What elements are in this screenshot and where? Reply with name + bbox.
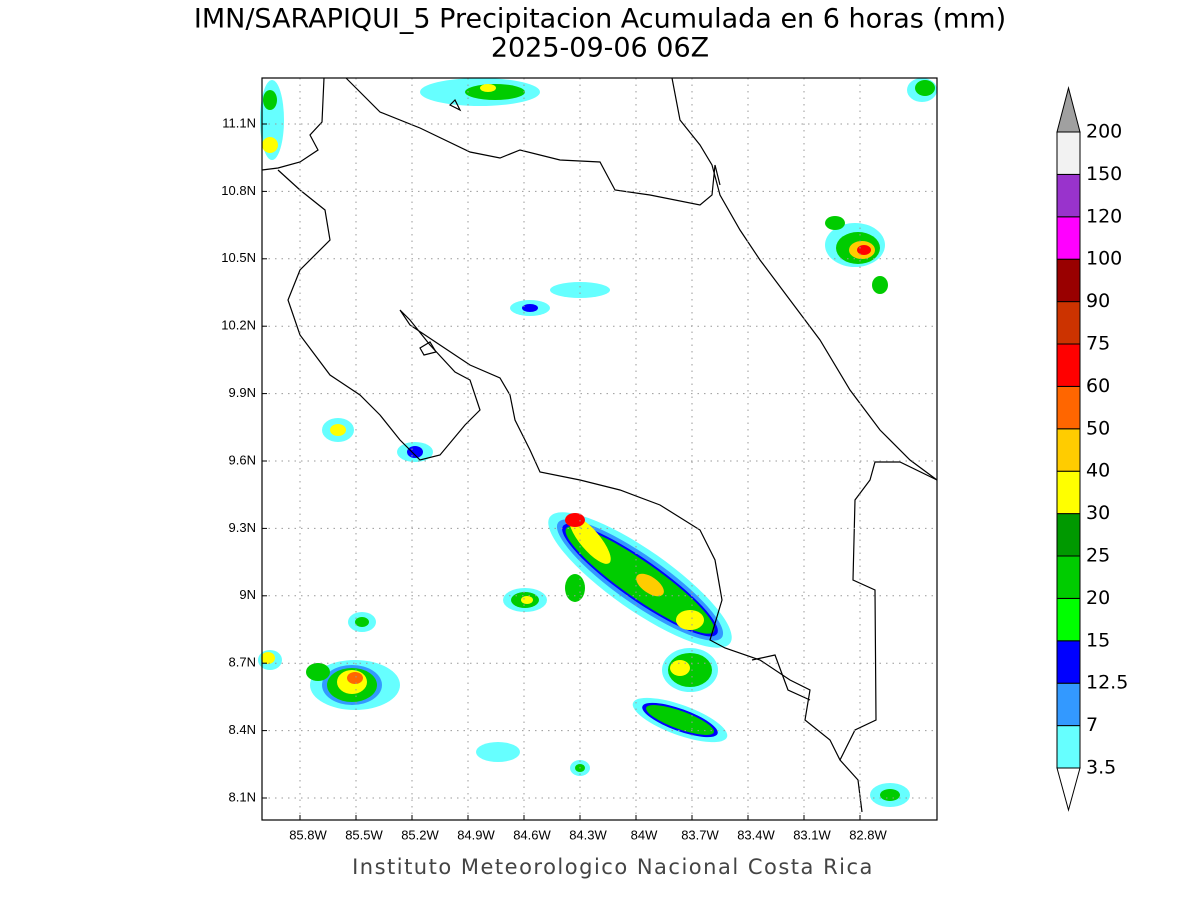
colorbar-label: 75 [1086,333,1110,355]
lon-tick-label: 83.4W [737,827,775,842]
colorbar-box [1056,682,1081,727]
colorbar-label: 50 [1086,417,1110,439]
colorbar-box [1056,513,1081,557]
colorbar-box [1056,216,1081,260]
colorbar-box [1056,385,1081,430]
map-frame [261,77,938,821]
lat-tick-label: 10.8N [221,183,256,198]
colorbar: 3.5 7 12.5 15 20 25 30 40 50 60 75 90 100 120 150 200 [1056,86,1128,812]
colorbar-label: 120 [1086,205,1122,227]
colorbar-label: 200 [1086,121,1122,143]
lat-tick-label: 9.3N [229,520,256,535]
lat-tick-label: 9N [239,587,256,602]
lon-tick-label: 82.8W [849,827,887,842]
colorbar-box [1056,555,1081,599]
rain-cell [258,78,937,807]
rain-cell [662,648,718,692]
colorbar-box [1056,301,1081,345]
colorbar-label: 15 [1086,629,1110,651]
lat-tick-label: 8.7N [229,655,256,670]
lat-tick-label: 8.1N [229,789,256,804]
colorbar-label: 30 [1086,502,1110,524]
colorbar-box [1056,428,1081,472]
rain-cell [548,512,732,648]
colorbar-label: 20 [1086,587,1110,609]
grid [262,78,937,820]
lat-tick-label: 10.2N [221,318,256,333]
lat-tick-label: 8.4N [229,722,256,737]
colorbar-box [1056,725,1081,769]
rain-cell [306,660,400,710]
footer: Instituto Meteorologico Nacional Costa R… [352,855,874,879]
lon-tick-label: 85.2W [401,827,439,842]
colorbar-label: 60 [1086,375,1110,397]
colorbar-over [1056,86,1081,133]
precip-field [258,78,937,807]
colorbar-box [1056,131,1081,175]
title-line: IMN/SARAPIQUI_5 Precipitacion Acumulada … [194,4,1006,35]
colorbar-box [1056,470,1081,515]
rain-cell [825,216,888,294]
colorbar-box [1056,343,1081,387]
lon-tick-label: 83.1W [793,827,831,842]
colorbar-box [1056,597,1081,642]
coastlines [261,77,938,813]
colorbar-label: 40 [1086,460,1110,482]
colorbar-label: 90 [1086,290,1110,312]
lon-tick-label: 83.7W [681,827,719,842]
lon-tick-label: 85.8W [289,827,327,842]
lat-tick-label: 9.9N [229,385,256,400]
lon-tick-label: 84.6W [513,827,551,842]
lat-tick-label: 10.5N [221,250,256,265]
lat-tick-label: 11.1N [222,115,256,130]
colorbar-box [1056,173,1081,218]
lon-tick-label: 84W [631,827,658,842]
colorbar-label: 100 [1086,248,1122,270]
colorbar-box [1056,640,1081,684]
colorbar-label: 3.5 [1086,757,1116,779]
colorbar-box [1056,258,1081,303]
colorbar-label: 25 [1086,545,1110,567]
colorbar-label: 150 [1086,163,1122,185]
colorbar-under [1056,767,1081,812]
lon-tick-label: 85.5W [345,827,383,842]
title-line: 2025-09-06 06Z [491,33,709,64]
rain-cell [632,697,728,743]
lon-tick-label: 84.3W [569,827,607,842]
colorbar-label: 7 [1086,714,1098,736]
colorbar-label: 12.5 [1086,672,1128,694]
lon-tick-label: 84.9W [457,827,495,842]
lat-tick-label: 9.6N [229,452,256,467]
